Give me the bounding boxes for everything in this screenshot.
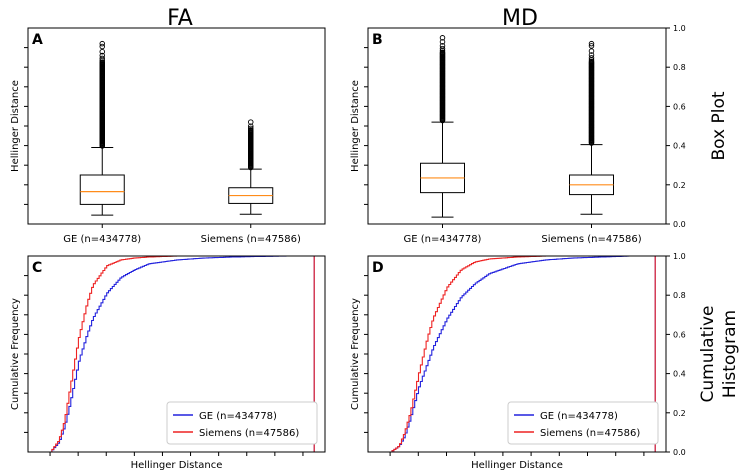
- right-tick-label: 1.0: [673, 24, 686, 33]
- right-axes-group: 0.0 0.2 0.4 0.6 0.8 1.0 0.0 0.2 0.4 0.6 0.8 1.0: [666, 24, 686, 457]
- panel-letter: B: [372, 32, 383, 48]
- axes-frame: [27, 27, 326, 225]
- outlier-point: [588, 58, 595, 65]
- outlier-point: [588, 55, 595, 61]
- outlier-point: [99, 40, 105, 47]
- right-tick-label: 0.2: [673, 181, 686, 190]
- panel-a: GE (n=434778) Siemens (n=47586) Hellinger …: [10, 27, 326, 245]
- column-title-md: MD: [502, 6, 538, 31]
- outlier-point: [439, 49, 446, 56]
- row-title-line: Cumulative: [698, 305, 718, 402]
- right-tick-label: 1.0: [673, 252, 686, 261]
- row-titles-group: Box Plot Cumulative Histogram: [698, 91, 740, 402]
- outlier-point: [439, 45, 446, 52]
- outlier-point: [588, 52, 595, 58]
- right-tick-label: 0.6: [673, 102, 686, 111]
- row-title-line: Box Plot: [709, 91, 729, 160]
- outlier-point: [99, 59, 105, 65]
- box-siemens: [228, 119, 274, 215]
- panels-group: GE (n=434778) Siemens (n=47586) Hellinger …: [10, 27, 667, 471]
- row-title-box-plot: Box Plot: [709, 91, 729, 160]
- outlier-point: [439, 35, 446, 41]
- outliers: [439, 35, 446, 124]
- panel-letter: C: [32, 260, 42, 276]
- right-tick-label: 0.4: [673, 142, 686, 151]
- outlier-point: [439, 39, 446, 45]
- panel-c: GE (n=434778) Siemens (n=47586) Hellinger …: [10, 255, 326, 471]
- right-tick-label: 0.0: [673, 448, 686, 457]
- panel-b: GE (n=434778) Siemens (n=47586) Hellinger …: [350, 27, 667, 245]
- panel-letter: A: [32, 32, 43, 48]
- axes-frame: [367, 255, 667, 453]
- panel-d: GE (n=434778) Siemens (n=47586) Hellinger …: [350, 255, 667, 471]
- outlier-point: [439, 43, 446, 49]
- legend-label: GE (n=434778): [540, 411, 618, 422]
- outlier-point: [99, 48, 105, 55]
- x-tick-label: GE (n=434778): [404, 234, 482, 245]
- outlier-point: [99, 52, 105, 59]
- right-axis-top: 0.0 0.2 0.4 0.6 0.8 1.0: [666, 24, 686, 229]
- series-line-ge: [390, 255, 656, 453]
- column-title-fa: FA: [167, 6, 193, 31]
- x-tick-label: GE (n=434778): [63, 234, 141, 245]
- y-axis-label: Cumulative Frequency: [10, 298, 21, 410]
- right-tick-label: 0.8: [673, 291, 686, 300]
- legend: GE (n=434778) Siemens (n=47586): [166, 401, 318, 445]
- outlier-point: [99, 43, 105, 50]
- x-axis-label: Hellinger Distance: [131, 460, 223, 471]
- outliers: [588, 40, 595, 146]
- right-axis-bottom: 0.0 0.2 0.4 0.6 0.8 1.0: [666, 252, 686, 457]
- outlier-point: [588, 48, 595, 54]
- legend-label: Siemens (n=47586): [540, 428, 640, 439]
- iqr-box: [79, 174, 125, 205]
- legend-box: [507, 401, 659, 445]
- right-tick-label: 0.4: [673, 370, 686, 379]
- axes-frame: [27, 255, 326, 453]
- legend: GE (n=434778) Siemens (n=47586): [507, 401, 659, 445]
- y-axis-label: Cumulative Frequency: [350, 298, 361, 410]
- x-tick-label: Siemens (n=47586): [541, 234, 641, 245]
- row-title-line: Histogram: [720, 310, 740, 398]
- right-tick-label: 0.8: [673, 63, 686, 72]
- series-line-ge: [50, 255, 315, 453]
- outliers: [247, 119, 254, 171]
- y-axis-label: Hellinger Distance: [350, 80, 361, 172]
- outlier-point: [99, 55, 105, 62]
- x-tick-label: Siemens (n=47586): [201, 234, 301, 245]
- outlier-point: [247, 119, 254, 125]
- x-axis-label: Hellinger Distance: [471, 460, 563, 471]
- y-axis-label: Hellinger Distance: [10, 80, 21, 172]
- box-ge: [420, 35, 465, 218]
- outlier-point: [247, 127, 254, 133]
- outlier-point: [247, 125, 254, 132]
- legend-label: Siemens (n=47586): [199, 428, 299, 439]
- box-siemens: [569, 40, 614, 215]
- right-tick-label: 0.0: [673, 220, 686, 229]
- outlier-point: [588, 43, 595, 49]
- box-ge: [79, 40, 125, 216]
- legend-label: GE (n=434778): [199, 411, 277, 422]
- right-tick-label: 0.6: [673, 330, 686, 339]
- legend-box: [166, 401, 318, 445]
- outlier-point: [588, 40, 595, 47]
- axes-frame: [367, 27, 667, 225]
- panel-letter: D: [372, 260, 384, 276]
- outliers: [99, 40, 105, 149]
- row-title-cumulative-histogram: Cumulative Histogram: [698, 305, 740, 402]
- right-tick-label: 0.2: [673, 409, 686, 418]
